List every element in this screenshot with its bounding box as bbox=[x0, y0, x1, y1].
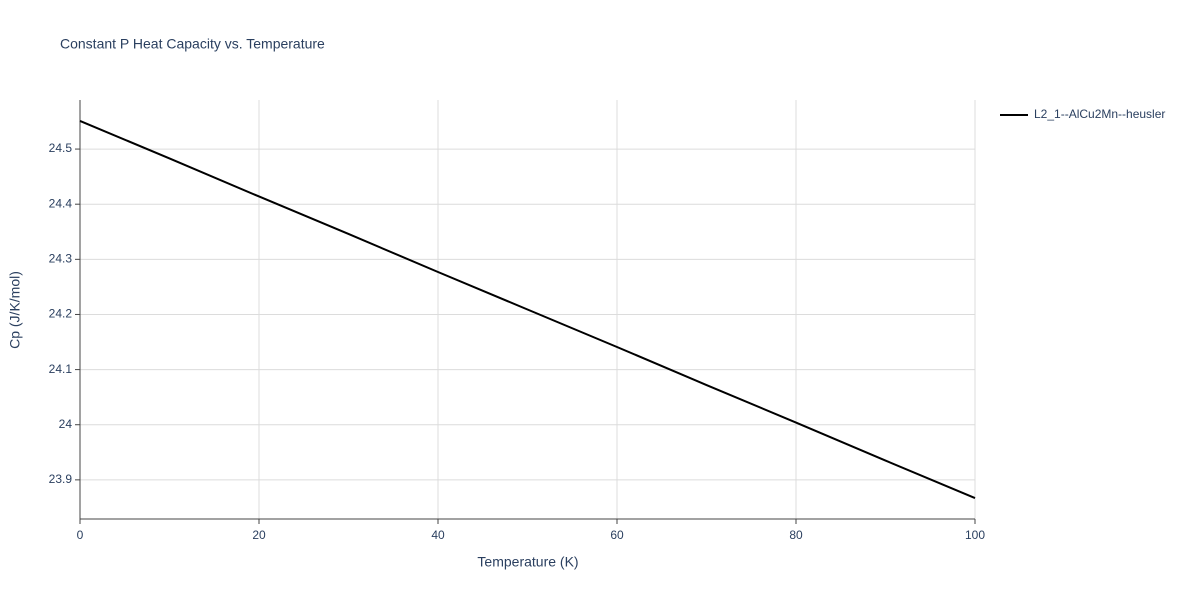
x-tick-label: 80 bbox=[789, 528, 803, 542]
y-tick-label: 24.1 bbox=[49, 362, 73, 376]
x-axis-label: Temperature (K) bbox=[477, 554, 578, 570]
x-tick-label: 60 bbox=[610, 528, 624, 542]
x-tick-label: 40 bbox=[431, 528, 445, 542]
y-tick-label: 24 bbox=[59, 417, 73, 431]
y-tick-label: 24.5 bbox=[49, 141, 73, 155]
x-tick-label: 100 bbox=[965, 528, 985, 542]
x-tick-label: 20 bbox=[252, 528, 266, 542]
legend-label: L2_1--AlCu2Mn--heusler bbox=[1034, 107, 1165, 121]
x-tick-label: 0 bbox=[77, 528, 84, 542]
chart-title: Constant P Heat Capacity vs. Temperature bbox=[60, 36, 325, 52]
y-tick-label: 24.4 bbox=[49, 196, 73, 210]
y-tick-label: 24.2 bbox=[49, 307, 73, 321]
y-tick-label: 23.9 bbox=[49, 472, 73, 486]
data-line bbox=[79, 120, 976, 499]
y-axis-label: Cp (J/K/mol) bbox=[7, 271, 23, 349]
y-tick-label: 24.3 bbox=[49, 252, 73, 266]
